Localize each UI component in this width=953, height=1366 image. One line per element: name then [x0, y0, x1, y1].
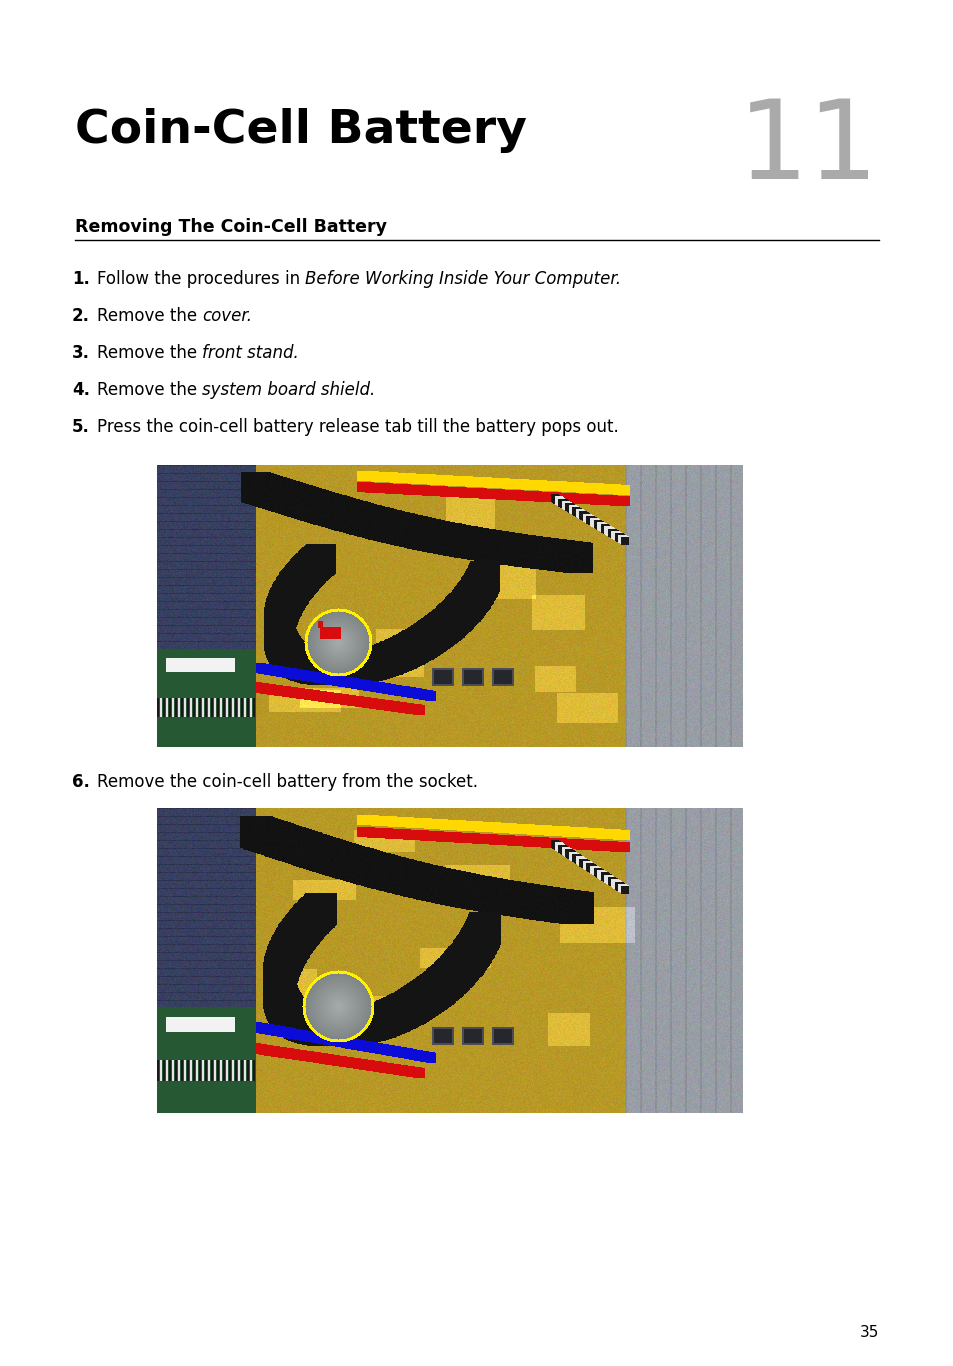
Text: Coin-Cell Battery: Coin-Cell Battery	[75, 108, 526, 153]
Text: Remove the coin-cell battery from the socket.: Remove the coin-cell battery from the so…	[97, 773, 477, 791]
Text: 35: 35	[859, 1325, 878, 1340]
Text: 1.: 1.	[72, 270, 90, 288]
Text: 4.: 4.	[71, 381, 90, 399]
Text: 2.: 2.	[71, 307, 90, 325]
Text: 5.: 5.	[72, 418, 90, 436]
Text: Remove the: Remove the	[97, 344, 202, 362]
Text: 3.: 3.	[71, 344, 90, 362]
Text: front stand.: front stand.	[202, 344, 299, 362]
Text: Removing The Coin-Cell Battery: Removing The Coin-Cell Battery	[75, 219, 387, 236]
Text: Press the coin-cell battery release tab till the battery pops out.: Press the coin-cell battery release tab …	[97, 418, 618, 436]
Text: 6.: 6.	[72, 773, 90, 791]
Text: 11: 11	[737, 96, 878, 202]
Text: cover.: cover.	[202, 307, 253, 325]
Text: Remove the: Remove the	[97, 307, 202, 325]
Text: Remove the: Remove the	[97, 381, 202, 399]
Text: Before Working Inside Your Computer.: Before Working Inside Your Computer.	[305, 270, 620, 288]
Text: Follow the procedures in: Follow the procedures in	[97, 270, 305, 288]
Text: system board shield.: system board shield.	[202, 381, 375, 399]
